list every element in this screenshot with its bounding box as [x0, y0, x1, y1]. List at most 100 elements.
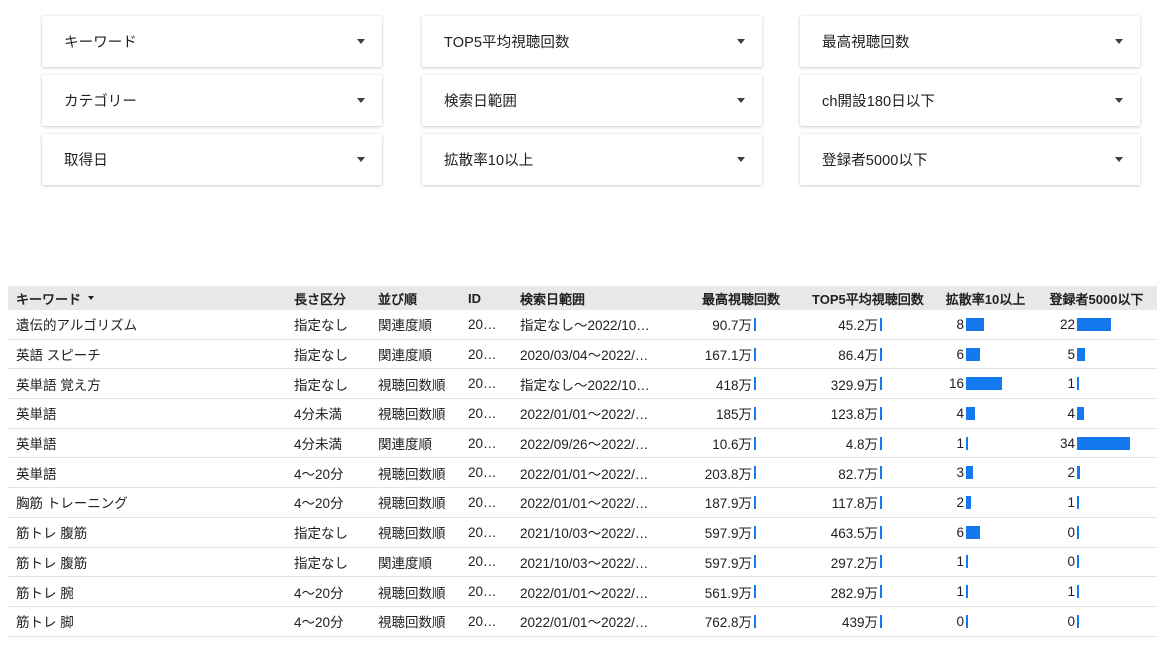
caret-shape — [357, 157, 365, 162]
cell-keyword: 遺伝的アルゴリズム — [8, 310, 286, 340]
chevron-down-icon[interactable] — [728, 98, 754, 103]
filter-label-keyword: キーワード — [64, 35, 137, 51]
filter-dropdown-search-date-range[interactable]: 検索日範囲 — [422, 75, 762, 126]
caret-shape — [737, 157, 745, 162]
value-with-bar: 3 — [938, 458, 1033, 486]
cell-keyword: 胸筋 トレーニング — [8, 487, 286, 518]
cell-value: 0 — [956, 613, 964, 629]
column-header-label: 検索日範囲 — [520, 291, 586, 307]
column-header-label: 長さ区分 — [294, 291, 347, 307]
filter-label-search-date-range: 検索日範囲 — [444, 94, 517, 110]
inline-bar — [754, 614, 756, 628]
cell-max_views: 10.6万 — [678, 428, 804, 459]
table-row[interactable]: 胸筋 トレーニング 4〜20分 視聴回数順 20… 2022/01/01〜2022/… 1… — [8, 487, 1157, 518]
value-with-bar: 203.8万 — [686, 458, 796, 486]
table-row[interactable]: 筋トレ 腹筋 指定なし 関連度順 20… 2021/10/03〜2022/… 597.9万… — [8, 547, 1157, 578]
cell-text: 4〜20分 — [294, 615, 344, 631]
chevron-down-icon[interactable] — [348, 39, 374, 44]
cell-spread10: 0 — [930, 606, 1041, 637]
value-with-bar: 10.6万 — [686, 429, 796, 457]
cell-max_views: 90.7万 — [678, 310, 804, 340]
cell-order: 関連度順 — [370, 547, 460, 578]
column-header-max_views[interactable]: 最高視聴回数 — [678, 286, 804, 310]
inline-bar — [880, 495, 882, 509]
inline-bar — [1077, 377, 1079, 391]
table-row[interactable]: 英単語 覚え方 指定なし 視聴回数順 20… 指定なし〜2022/10… 418万 329.… — [8, 368, 1157, 400]
inline-bar — [880, 466, 882, 480]
chevron-down-icon[interactable] — [728, 39, 754, 44]
cell-spread10: 1 — [930, 547, 1041, 578]
cell-order: 視聴回数順 — [370, 398, 460, 429]
value-with-bar: 1 — [938, 548, 1033, 576]
value-with-bar: 2 — [1049, 458, 1144, 486]
cell-value: 185万 — [715, 407, 752, 423]
filter-dropdown-spread-rate-10plus[interactable]: 拡散率10以上 — [422, 134, 762, 185]
cell-id: 20… — [460, 547, 512, 578]
value-with-bar: 90.7万 — [686, 310, 796, 338]
table-row[interactable]: 英単語 4分未満 視聴回数順 20… 2022/01/01〜2022/… 185万 123.… — [8, 398, 1157, 429]
cell-length: 4〜20分 — [286, 457, 370, 489]
inline-bar — [966, 347, 980, 361]
table-row[interactable]: 遺伝的アルゴリズム 指定なし 関連度順 20… 指定なし〜2022/10… 90.7万 45… — [8, 310, 1157, 340]
table-row[interactable]: 筋トレ 腹筋 指定なし 視聴回数順 20… 2021/10/03〜2022/… 597.9… — [8, 517, 1157, 548]
caret-shape — [737, 98, 745, 103]
filter-dropdown-subscribers-5000-under[interactable]: 登録者5000以下 — [800, 134, 1140, 185]
chevron-down-icon[interactable] — [1106, 157, 1132, 162]
filter-dropdown-acquisition-date[interactable]: 取得日 — [42, 134, 382, 185]
column-header-spread10[interactable]: 拡散率10以上 — [930, 286, 1041, 310]
value-with-bar: 123.8万 — [812, 399, 922, 427]
table-row[interactable]: 英語 スピーチ 指定なし 関連度順 20… 2020/03/04〜2022/… 167.1… — [8, 339, 1157, 370]
cell-value: 1 — [1067, 584, 1075, 600]
cell-top5_avg_views: 117.8万 — [804, 487, 930, 518]
chevron-down-icon[interactable] — [1106, 39, 1132, 44]
inline-bar — [754, 555, 756, 569]
cell-top5_avg_views: 282.9万 — [804, 576, 930, 607]
value-with-bar: 34 — [1049, 429, 1144, 457]
value-with-bar: 22 — [1049, 310, 1144, 338]
sort-descending-icon[interactable] — [88, 296, 95, 300]
chevron-down-icon[interactable] — [348, 157, 374, 162]
cell-ch180: 1 — [1152, 398, 1157, 429]
cell-spread10: 6 — [930, 517, 1041, 548]
filter-dropdown-max-views[interactable]: 最高視聴回数 — [800, 16, 1140, 67]
chevron-down-icon[interactable] — [348, 98, 374, 103]
filter-dropdown-keyword[interactable]: キーワード — [42, 16, 382, 67]
filter-dropdown-category[interactable]: カテゴリー — [42, 75, 382, 126]
filter-cell-subscribers-5000-under: 登録者5000以下 — [800, 126, 1140, 185]
cell-spread10: 1 — [930, 428, 1041, 459]
cell-top5_avg_views: 329.9万 — [804, 368, 930, 400]
table-row[interactable]: 筋トレ 脚 4〜20分 視聴回数順 20… 2022/01/01〜2022/… 762.8… — [8, 606, 1157, 637]
cell-value: 329.9万 — [830, 377, 878, 393]
table-row[interactable]: 英単語 4分未満 関連度順 20… 2022/09/26〜2022/… 10.6万 4.8万… — [8, 428, 1157, 459]
inline-bar — [1077, 585, 1079, 599]
column-header-order[interactable]: 並び順 — [370, 286, 460, 310]
caret-shape — [357, 39, 365, 44]
cell-text: 視聴回数順 — [378, 496, 446, 512]
inline-bar — [1077, 555, 1079, 569]
chevron-down-icon[interactable] — [1106, 98, 1132, 103]
cell-range: 2022/09/26〜2022/… — [512, 428, 678, 459]
column-header-length[interactable]: 長さ区分 — [286, 286, 370, 310]
value-with-bar: 117.8万 — [812, 488, 922, 516]
cell-subs5000: 34 — [1041, 428, 1152, 459]
filter-dropdown-top5-avg-views[interactable]: TOP5平均視聴回数 — [422, 16, 762, 67]
column-header-subs5000[interactable]: 登録者5000以下 — [1041, 286, 1152, 310]
column-header-keyword[interactable]: キーワード — [8, 286, 286, 310]
cell-text: 胸筋 トレーニング — [16, 496, 128, 512]
inline-bar — [966, 614, 968, 628]
cell-value: 4 — [1067, 405, 1075, 421]
value-with-bar: 167.1万 — [686, 340, 796, 368]
table-row[interactable]: 英単語 4〜20分 視聴回数順 20… 2022/01/01〜2022/… 203.8万 8… — [8, 457, 1157, 489]
cell-subs5000: 1 — [1041, 368, 1152, 400]
cell-range: 指定なし〜2022/10… — [512, 368, 678, 400]
table-row[interactable]: 筋トレ 腕 4〜20分 視聴回数順 20… 2022/01/01〜2022/… 561.9… — [8, 576, 1157, 607]
value-with-bar: 8 — [938, 310, 1033, 338]
column-header-range[interactable]: 検索日範囲 — [512, 286, 678, 310]
filter-row: 取得日 拡散率10以上 登録者5000以下 — [0, 126, 1157, 185]
column-header-top5_avg_views[interactable]: TOP5平均視聴回数 — [804, 286, 930, 310]
chevron-down-icon[interactable] — [728, 157, 754, 162]
column-header-id[interactable]: ID — [460, 286, 512, 310]
cell-text: 視聴回数順 — [378, 585, 446, 601]
filter-dropdown-ch-open-180days[interactable]: ch開設180日以下 — [800, 75, 1140, 126]
column-header-ch180[interactable]: ch開設180日以下 — [1152, 286, 1157, 310]
